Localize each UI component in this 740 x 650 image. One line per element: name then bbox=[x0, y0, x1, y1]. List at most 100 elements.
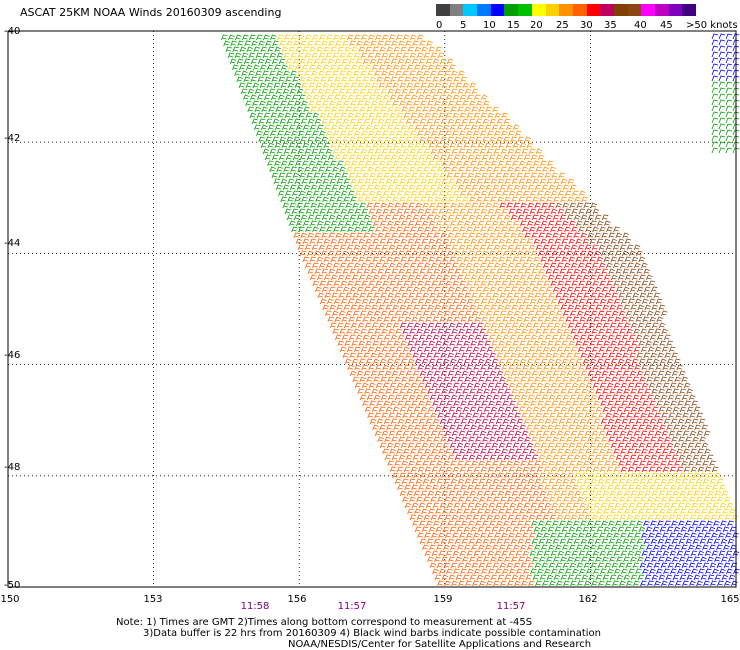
wind-barb bbox=[387, 106, 394, 113]
wind-barb bbox=[607, 334, 615, 341]
wind-barb bbox=[629, 268, 636, 275]
wind-barb bbox=[674, 562, 682, 569]
wind-barb bbox=[552, 214, 560, 221]
wind-barb bbox=[373, 184, 381, 191]
wind-barb bbox=[426, 214, 434, 221]
wind-barb bbox=[324, 106, 331, 113]
wind-barb bbox=[588, 574, 596, 581]
wind-barb bbox=[533, 358, 541, 365]
wind-barb bbox=[466, 112, 474, 119]
wind-barb bbox=[458, 148, 466, 155]
wind-barb bbox=[276, 70, 283, 77]
wind-barb bbox=[525, 322, 533, 329]
wind-barb bbox=[258, 118, 266, 125]
wind-barb bbox=[506, 292, 513, 299]
wind-barb bbox=[392, 100, 399, 107]
wind-barb bbox=[612, 412, 619, 419]
wind-barb bbox=[360, 346, 368, 353]
wind-barb bbox=[718, 111, 726, 118]
wind-barb bbox=[401, 478, 409, 485]
wind-barb bbox=[534, 220, 541, 227]
wind-barb bbox=[444, 148, 452, 155]
wind-barb bbox=[433, 520, 440, 527]
wind-barb bbox=[274, 124, 282, 131]
wind-barb bbox=[475, 436, 482, 443]
wind-barb bbox=[279, 40, 286, 47]
wind-barb bbox=[410, 130, 417, 137]
wind-barb bbox=[606, 298, 614, 305]
wind-barb bbox=[668, 430, 676, 437]
wind-barb bbox=[532, 304, 540, 311]
wind-barb bbox=[611, 274, 618, 281]
wind-barb bbox=[439, 418, 447, 425]
wind-barb bbox=[643, 436, 650, 443]
wind-barb bbox=[499, 478, 507, 485]
wind-speed-scale-labels: 0 5 10 15 20 25 30 35 40 45 >50 knots bbox=[432, 20, 740, 32]
wind-barb bbox=[274, 64, 281, 71]
wind-barb bbox=[515, 448, 522, 455]
wind-barb bbox=[409, 70, 416, 77]
wind-barb bbox=[654, 580, 661, 587]
wind-barb bbox=[260, 46, 267, 53]
wind-barb bbox=[630, 556, 637, 563]
wind-barb bbox=[513, 394, 521, 401]
wind-barb bbox=[573, 436, 580, 443]
wind-barb bbox=[544, 418, 552, 425]
wind-barb bbox=[676, 550, 684, 557]
wind-barb bbox=[379, 358, 387, 365]
wind-barb bbox=[415, 310, 423, 317]
wind-barb bbox=[475, 538, 483, 545]
wind-barb bbox=[333, 280, 340, 287]
wind-barb bbox=[634, 448, 641, 455]
wind-barb bbox=[629, 370, 637, 377]
wind-barb bbox=[528, 412, 535, 419]
wind-barb bbox=[649, 316, 657, 323]
wind-barb bbox=[623, 406, 631, 413]
wind-barb bbox=[365, 124, 373, 131]
wind-barb bbox=[628, 400, 635, 407]
wind-barb bbox=[282, 106, 289, 113]
wind-barb bbox=[531, 232, 538, 239]
wind-barb bbox=[343, 322, 351, 329]
wind-barb bbox=[632, 562, 640, 569]
wind-barb bbox=[384, 454, 392, 461]
wind-barb bbox=[462, 472, 469, 479]
wind-barb bbox=[371, 304, 378, 311]
wind-barb bbox=[363, 136, 370, 143]
wind-barb bbox=[585, 532, 592, 539]
wind-barb bbox=[370, 370, 378, 377]
note-line-3: NOAA/NESDIS/Center for Satellite Applica… bbox=[288, 639, 592, 650]
wind-barb bbox=[571, 298, 579, 305]
wind-barb bbox=[496, 136, 503, 143]
wind-barb bbox=[573, 454, 581, 461]
wind-barb bbox=[414, 526, 422, 533]
wind-barb bbox=[617, 508, 624, 515]
wind-barb bbox=[700, 472, 707, 479]
wind-barb bbox=[297, 244, 305, 251]
wind-barb bbox=[646, 376, 653, 383]
wind-barb bbox=[658, 322, 666, 329]
wind-barb bbox=[462, 490, 470, 497]
wind-barb bbox=[487, 298, 495, 305]
wind-barb bbox=[376, 76, 383, 83]
wind-barb bbox=[614, 334, 622, 341]
wind-barb bbox=[451, 496, 458, 503]
wind-barb bbox=[416, 514, 424, 521]
wind-barb bbox=[446, 154, 454, 161]
wind-barb bbox=[466, 466, 474, 473]
wind-barb bbox=[285, 94, 292, 101]
wind-barb bbox=[317, 274, 324, 281]
wind-barb bbox=[279, 118, 287, 125]
wind-barb bbox=[340, 208, 348, 215]
wind-barb bbox=[544, 568, 551, 575]
wind-barb bbox=[608, 268, 616, 275]
wind-barb bbox=[478, 394, 486, 401]
wind-barb bbox=[474, 484, 481, 491]
wind-barb bbox=[520, 460, 527, 467]
wind-barb bbox=[373, 310, 381, 317]
wind-barb bbox=[559, 370, 567, 377]
wind-barb bbox=[499, 274, 506, 281]
wind-barb bbox=[320, 154, 328, 161]
wind-barb bbox=[382, 280, 390, 287]
wind-barb bbox=[442, 238, 450, 245]
